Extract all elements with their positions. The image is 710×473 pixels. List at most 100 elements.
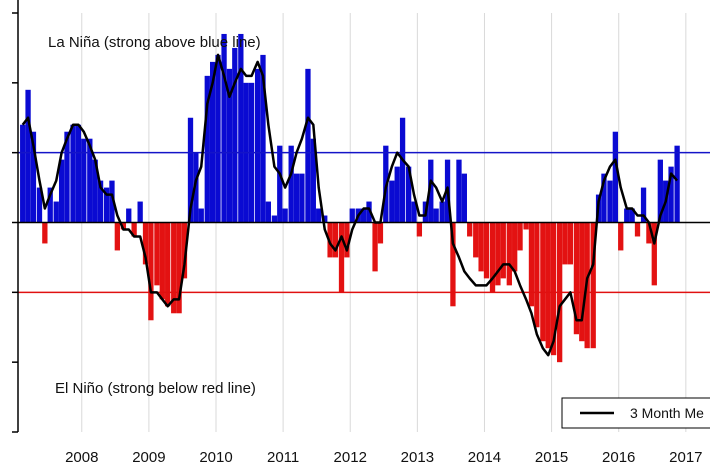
bar-negative: [646, 222, 652, 244]
bar-positive: [399, 117, 406, 223]
x-tick-label: 2016: [602, 449, 635, 466]
bar-positive: [210, 61, 216, 223]
legend: 3 Month Me: [561, 397, 710, 429]
bar-positive: [36, 187, 43, 223]
bar-positive: [456, 159, 462, 223]
bar-positive: [612, 131, 619, 223]
bar-negative: [473, 222, 479, 258]
bar-positive: [624, 208, 630, 223]
x-tick-label: 2008: [65, 449, 98, 466]
bar-positive: [349, 208, 355, 223]
bar-positive: [439, 201, 445, 223]
bar-positive: [640, 187, 647, 223]
x-tick-label: 2014: [468, 449, 501, 466]
bar-positive: [198, 208, 204, 223]
bar-negative: [171, 222, 177, 314]
bar-positive: [299, 173, 305, 223]
bar-negative: [165, 222, 171, 307]
bar-positive: [126, 208, 132, 223]
bar-positive: [411, 201, 417, 223]
bar-positive: [81, 138, 87, 223]
bar-negative: [618, 222, 624, 251]
threshold-lines: [18, 151, 710, 294]
bar-positive: [305, 68, 311, 223]
bar-positive: [87, 138, 93, 223]
bar-positive: [394, 166, 400, 223]
bar-positive: [288, 145, 294, 223]
bar-positive: [674, 145, 680, 223]
x-tick-label: 2013: [401, 449, 434, 466]
bar-positive: [215, 54, 221, 223]
bar-positive: [226, 68, 233, 223]
bar-negative: [483, 222, 490, 279]
bar-positive: [260, 54, 266, 223]
bar-negative: [517, 222, 523, 251]
bar-negative: [450, 222, 456, 307]
bar-negative: [590, 222, 596, 349]
bar-negative: [416, 222, 423, 237]
bar-negative: [528, 222, 535, 307]
bar-negative: [489, 222, 496, 293]
bar-positive: [629, 208, 635, 223]
bar-negative: [120, 222, 127, 230]
bar-negative: [534, 222, 540, 328]
three-month-mean-line: [21, 53, 679, 357]
bar-positive: [433, 208, 439, 223]
bar-negative: [42, 222, 48, 244]
bar-positive: [366, 201, 372, 223]
bar-negative: [523, 222, 529, 230]
bar-positive: [668, 166, 674, 223]
bar-positive: [271, 215, 278, 223]
bar-positive: [461, 173, 467, 223]
bar-negative: [372, 222, 378, 272]
bar-negative: [467, 222, 473, 237]
bar-positive: [64, 131, 70, 223]
la-nina-annotation: La Niña (strong above blue line): [48, 34, 261, 51]
bar-positive: [137, 201, 143, 223]
bar-negative: [567, 222, 574, 265]
bar-positive: [103, 187, 110, 223]
bar-positive: [607, 180, 613, 223]
y-axis-ticks: [12, 12, 18, 433]
bar-positive: [238, 33, 244, 223]
bar-negative: [338, 222, 345, 293]
bar-negative: [545, 222, 551, 349]
bar-positive: [405, 166, 412, 223]
bar-negative: [131, 222, 137, 237]
bar-positive: [232, 47, 238, 223]
bar-negative: [540, 222, 546, 342]
bar-positive: [361, 208, 367, 223]
bar-positive: [58, 159, 65, 223]
bar-positive: [322, 215, 328, 223]
x-tick-label: 2011: [267, 449, 299, 466]
bar-negative: [176, 222, 182, 314]
x-tick-label: 2012: [334, 449, 367, 466]
monthly-bars: [20, 33, 680, 363]
bar-positive: [187, 117, 194, 223]
bar-negative: [506, 222, 512, 286]
bar-negative: [154, 222, 160, 286]
bar-negative: [142, 222, 149, 265]
bar-positive: [53, 201, 59, 223]
bar-positive: [109, 180, 115, 223]
bar-positive: [221, 33, 227, 223]
bar-negative: [651, 222, 657, 286]
bar-positive: [193, 152, 199, 223]
bar-positive: [316, 208, 322, 223]
bar-negative: [550, 222, 557, 356]
x-tick-label: 2015: [535, 449, 568, 466]
bar-negative: [512, 222, 518, 272]
bar-positive: [254, 68, 261, 223]
bar-negative: [579, 222, 585, 342]
bar-negative: [327, 222, 333, 258]
bar-positive: [277, 145, 283, 223]
bar-negative: [332, 222, 339, 258]
legend-label: 3 Month Me: [630, 405, 704, 421]
bar-positive: [204, 75, 210, 223]
bar-negative: [377, 222, 384, 244]
bar-positive: [657, 159, 663, 223]
bar-negative: [344, 222, 350, 258]
bar-positive: [389, 180, 395, 223]
bar-positive: [265, 201, 271, 223]
